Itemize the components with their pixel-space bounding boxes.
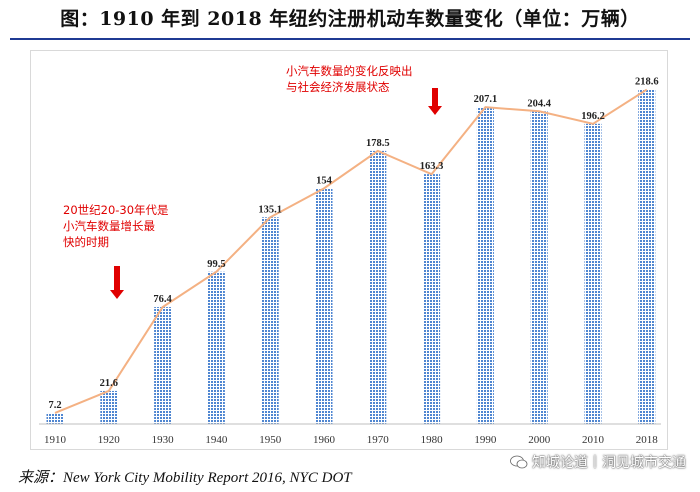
bar-1950 bbox=[261, 217, 279, 424]
x-tick-1940: 1940 bbox=[205, 434, 228, 446]
data-label-2000: 204.4 bbox=[527, 98, 551, 109]
data-label-1950: 135.1 bbox=[258, 204, 282, 215]
data-label-2010: 196.2 bbox=[581, 111, 605, 122]
bar-1980 bbox=[423, 174, 441, 424]
data-label-1970: 178.5 bbox=[366, 138, 390, 149]
annotation-2-line-2: 与社会经济发展状态 bbox=[286, 80, 390, 94]
title-rule bbox=[10, 38, 690, 40]
bar-2018 bbox=[638, 89, 656, 425]
x-tick-1920: 1920 bbox=[98, 434, 121, 446]
bar-1930 bbox=[154, 307, 172, 424]
bar-1970 bbox=[369, 150, 387, 424]
bar-1990 bbox=[476, 107, 494, 425]
down-arrow-icon bbox=[110, 266, 124, 299]
x-tick-1950: 1950 bbox=[259, 434, 282, 446]
data-label-1980: 163.3 bbox=[420, 161, 444, 172]
bar-1940 bbox=[207, 271, 225, 424]
x-tick-1910: 1910 bbox=[44, 434, 67, 446]
trend-line bbox=[54, 88, 648, 414]
down-arrow-icon bbox=[428, 88, 442, 115]
x-tick-2010: 2010 bbox=[582, 434, 605, 446]
bar-1960 bbox=[315, 188, 333, 424]
data-label-1910: 7.2 bbox=[48, 400, 61, 411]
annotation-1-line-3: 快的时期 bbox=[63, 235, 109, 249]
data-label-1940: 99.5 bbox=[207, 259, 225, 270]
data-label-1960: 154 bbox=[316, 175, 333, 186]
bar-2000 bbox=[530, 111, 548, 424]
chart-frame: 7.2 21.6 76.4 99.5 135.1 154 178.5 163.3 207.1 20… bbox=[30, 50, 668, 450]
bar-2010 bbox=[584, 123, 602, 425]
data-label-2018: 218.6 bbox=[635, 77, 659, 88]
watermark-text: 知城论道丨洞见城市交通 bbox=[532, 455, 686, 471]
x-tick-1960: 1960 bbox=[313, 434, 336, 446]
watermark: 知城论道丨洞见城市交通 bbox=[510, 452, 686, 472]
annotation-2-line-1: 小汽车数量的变化反映出 bbox=[286, 64, 413, 78]
data-label-1920: 21.6 bbox=[100, 378, 118, 389]
x-tick-2018: 2018 bbox=[636, 434, 659, 446]
chart-title: 图：1910 年到 2018 年纽约注册机动车数量变化（单位：万辆） bbox=[60, 8, 640, 30]
data-label-1990: 207.1 bbox=[474, 94, 498, 105]
data-label-1930: 76.4 bbox=[153, 294, 172, 305]
x-tick-1930: 1930 bbox=[152, 434, 175, 446]
annotation-1-line-1: 20世纪20-30年代是 bbox=[63, 203, 169, 217]
x-tick-1980: 1980 bbox=[421, 434, 444, 446]
bar-1920 bbox=[100, 390, 118, 424]
x-tick-1970: 1970 bbox=[367, 434, 390, 446]
x-tick-1990: 1990 bbox=[474, 434, 497, 446]
annotation-1-line-2: 小汽车数量增长最 bbox=[63, 219, 155, 233]
wechat-icon bbox=[510, 455, 528, 469]
x-tick-2000: 2000 bbox=[528, 434, 551, 446]
source-note: 来源：New York City Mobility Report 2016, N… bbox=[18, 470, 352, 486]
chart-svg: 7.2 21.6 76.4 99.5 135.1 154 178.5 163.3 207.1 20… bbox=[39, 64, 661, 446]
bar-1910 bbox=[46, 412, 64, 424]
